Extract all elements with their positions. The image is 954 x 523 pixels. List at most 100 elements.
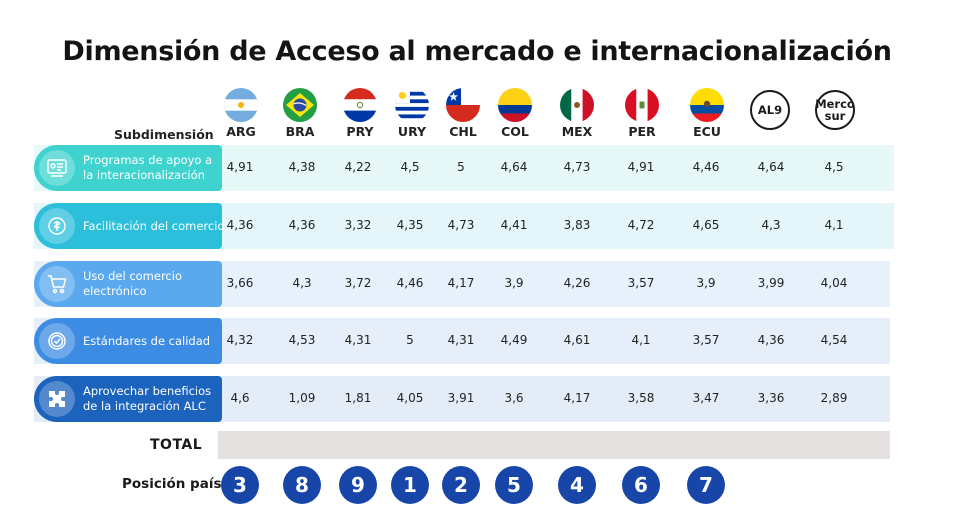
ecommerce-cart-icon bbox=[39, 266, 75, 302]
table-cell: 4,46 bbox=[396, 276, 424, 290]
column-header-al9: AL9 bbox=[740, 90, 800, 130]
table-cell: 4,91 bbox=[226, 160, 254, 174]
mexico-flag-icon bbox=[560, 88, 594, 122]
table-cell: 3,6 bbox=[504, 391, 524, 405]
column-header-ecu: ECU bbox=[677, 88, 737, 139]
country-code: ARG bbox=[226, 124, 256, 139]
rank-badge: 1 bbox=[391, 466, 429, 504]
table-cell: 4,64 bbox=[757, 160, 785, 174]
table-cell: 3,9 bbox=[504, 276, 524, 290]
table-cell: 3,47 bbox=[692, 391, 720, 405]
table-cell: 3,9 bbox=[696, 276, 716, 290]
row-label-pill: Programas de apoyo a la interacionalizaci… bbox=[34, 145, 222, 191]
table-cell: 4,31 bbox=[344, 333, 372, 347]
table-cell: 4,22 bbox=[344, 160, 372, 174]
column-header-arg: ARG bbox=[211, 88, 271, 139]
table-cell: 3,72 bbox=[344, 276, 372, 290]
table-cell: 3,91 bbox=[447, 391, 475, 405]
table-cell: 3,66 bbox=[226, 276, 254, 290]
rank-badge: 9 bbox=[339, 466, 377, 504]
table-cell: 4,72 bbox=[627, 218, 655, 232]
argentina-flag-icon bbox=[224, 88, 258, 122]
column-header-mex: MEX bbox=[547, 88, 607, 139]
rank-badge: 8 bbox=[283, 466, 321, 504]
table-cell: 4,36 bbox=[288, 218, 316, 232]
mercosur-label: Merco sur bbox=[815, 90, 855, 130]
country-code: MEX bbox=[561, 124, 593, 139]
table-cell: 4,36 bbox=[226, 218, 254, 232]
table-cell: 4,1 bbox=[824, 218, 844, 232]
page-title: Dimensión de Acceso al mercado e interna… bbox=[62, 36, 892, 67]
chile-flag-icon bbox=[446, 88, 480, 122]
table-cell: 4,54 bbox=[820, 333, 848, 347]
table-cell: 4,6 bbox=[230, 391, 250, 405]
table-cell: 4,17 bbox=[563, 391, 591, 405]
table-cell: 4,73 bbox=[447, 218, 475, 232]
table-cell: 4,26 bbox=[563, 276, 591, 290]
table-cell: 3,58 bbox=[627, 391, 655, 405]
country-code: URY bbox=[397, 124, 427, 139]
table-cell: 4,3 bbox=[761, 218, 781, 232]
column-header-ury: URY bbox=[382, 88, 442, 139]
row-label: Programas de apoyo a la interacionalizaci… bbox=[83, 153, 213, 182]
paraguay-flag-icon bbox=[343, 88, 377, 122]
quality-badge-icon bbox=[39, 323, 75, 359]
al9-label: AL9 bbox=[750, 90, 790, 130]
table-cell: 4,73 bbox=[563, 160, 591, 174]
table-cell: 3,36 bbox=[757, 391, 785, 405]
programs-icon bbox=[39, 150, 75, 186]
table-cell: 3,57 bbox=[627, 276, 655, 290]
table-cell: 4,46 bbox=[692, 160, 720, 174]
table-cell: 4,38 bbox=[288, 160, 316, 174]
row-label: Estándares de calidad bbox=[83, 333, 211, 348]
table-cell: 4,04 bbox=[820, 276, 848, 290]
row-label: Uso del comercio electrónico bbox=[83, 269, 182, 298]
table-cell: 3,32 bbox=[344, 218, 372, 232]
colombia-flag-icon bbox=[498, 88, 532, 122]
country-code: ECU bbox=[693, 124, 721, 139]
row-label-pill: Uso del comercio electrónico bbox=[34, 261, 222, 307]
ecuador-flag-icon bbox=[690, 88, 724, 122]
row-label-pill: Facilitación del comercio bbox=[34, 203, 224, 249]
table-cell: 4,5 bbox=[824, 160, 844, 174]
table-cell: 4,65 bbox=[692, 218, 720, 232]
country-code: COL bbox=[501, 124, 529, 139]
row-label-pill: Aprovechar beneficios de la integración A… bbox=[34, 376, 222, 422]
total-row-band bbox=[218, 431, 890, 459]
table-cell: 5 bbox=[406, 333, 414, 347]
trade-facilitation-icon bbox=[39, 208, 75, 244]
brazil-flag-icon bbox=[283, 88, 317, 122]
table-cell: 4,91 bbox=[627, 160, 655, 174]
rank-badge: 2 bbox=[442, 466, 480, 504]
table-cell: 2,89 bbox=[820, 391, 848, 405]
country-code: PER bbox=[628, 124, 656, 139]
table-cell: 4,53 bbox=[288, 333, 316, 347]
column-header-bra: BRA bbox=[270, 88, 330, 139]
puzzle-icon bbox=[39, 381, 75, 417]
country-code: PRY bbox=[346, 124, 374, 139]
country-code: BRA bbox=[285, 124, 315, 139]
total-label: TOTAL bbox=[150, 437, 203, 453]
column-header-pry: PRY bbox=[330, 88, 390, 139]
table-cell: 4,1 bbox=[631, 333, 651, 347]
table-cell: 4,35 bbox=[396, 218, 424, 232]
rank-badge: 3 bbox=[221, 466, 259, 504]
table-cell: 4,3 bbox=[292, 276, 312, 290]
table-cell: 4,41 bbox=[500, 218, 528, 232]
rank-badge: 6 bbox=[622, 466, 660, 504]
row-label: Aprovechar beneficios de la integración A… bbox=[83, 384, 212, 413]
position-label: Posición país bbox=[122, 476, 222, 492]
table-cell: 4,05 bbox=[396, 391, 424, 405]
table-cell: 5 bbox=[457, 160, 465, 174]
column-header-chl: CHL bbox=[433, 88, 493, 139]
uruguay-flag-icon bbox=[395, 88, 429, 122]
table-cell: 4,5 bbox=[400, 160, 420, 174]
row-label-pill: Estándares de calidad bbox=[34, 318, 222, 364]
rank-badge: 4 bbox=[558, 466, 596, 504]
table-cell: 3,83 bbox=[563, 218, 591, 232]
rank-badge: 7 bbox=[687, 466, 725, 504]
table-cell: 3,57 bbox=[692, 333, 720, 347]
table-cell: 3,99 bbox=[757, 276, 785, 290]
table-cell: 4,36 bbox=[757, 333, 785, 347]
table-cell: 4,61 bbox=[563, 333, 591, 347]
